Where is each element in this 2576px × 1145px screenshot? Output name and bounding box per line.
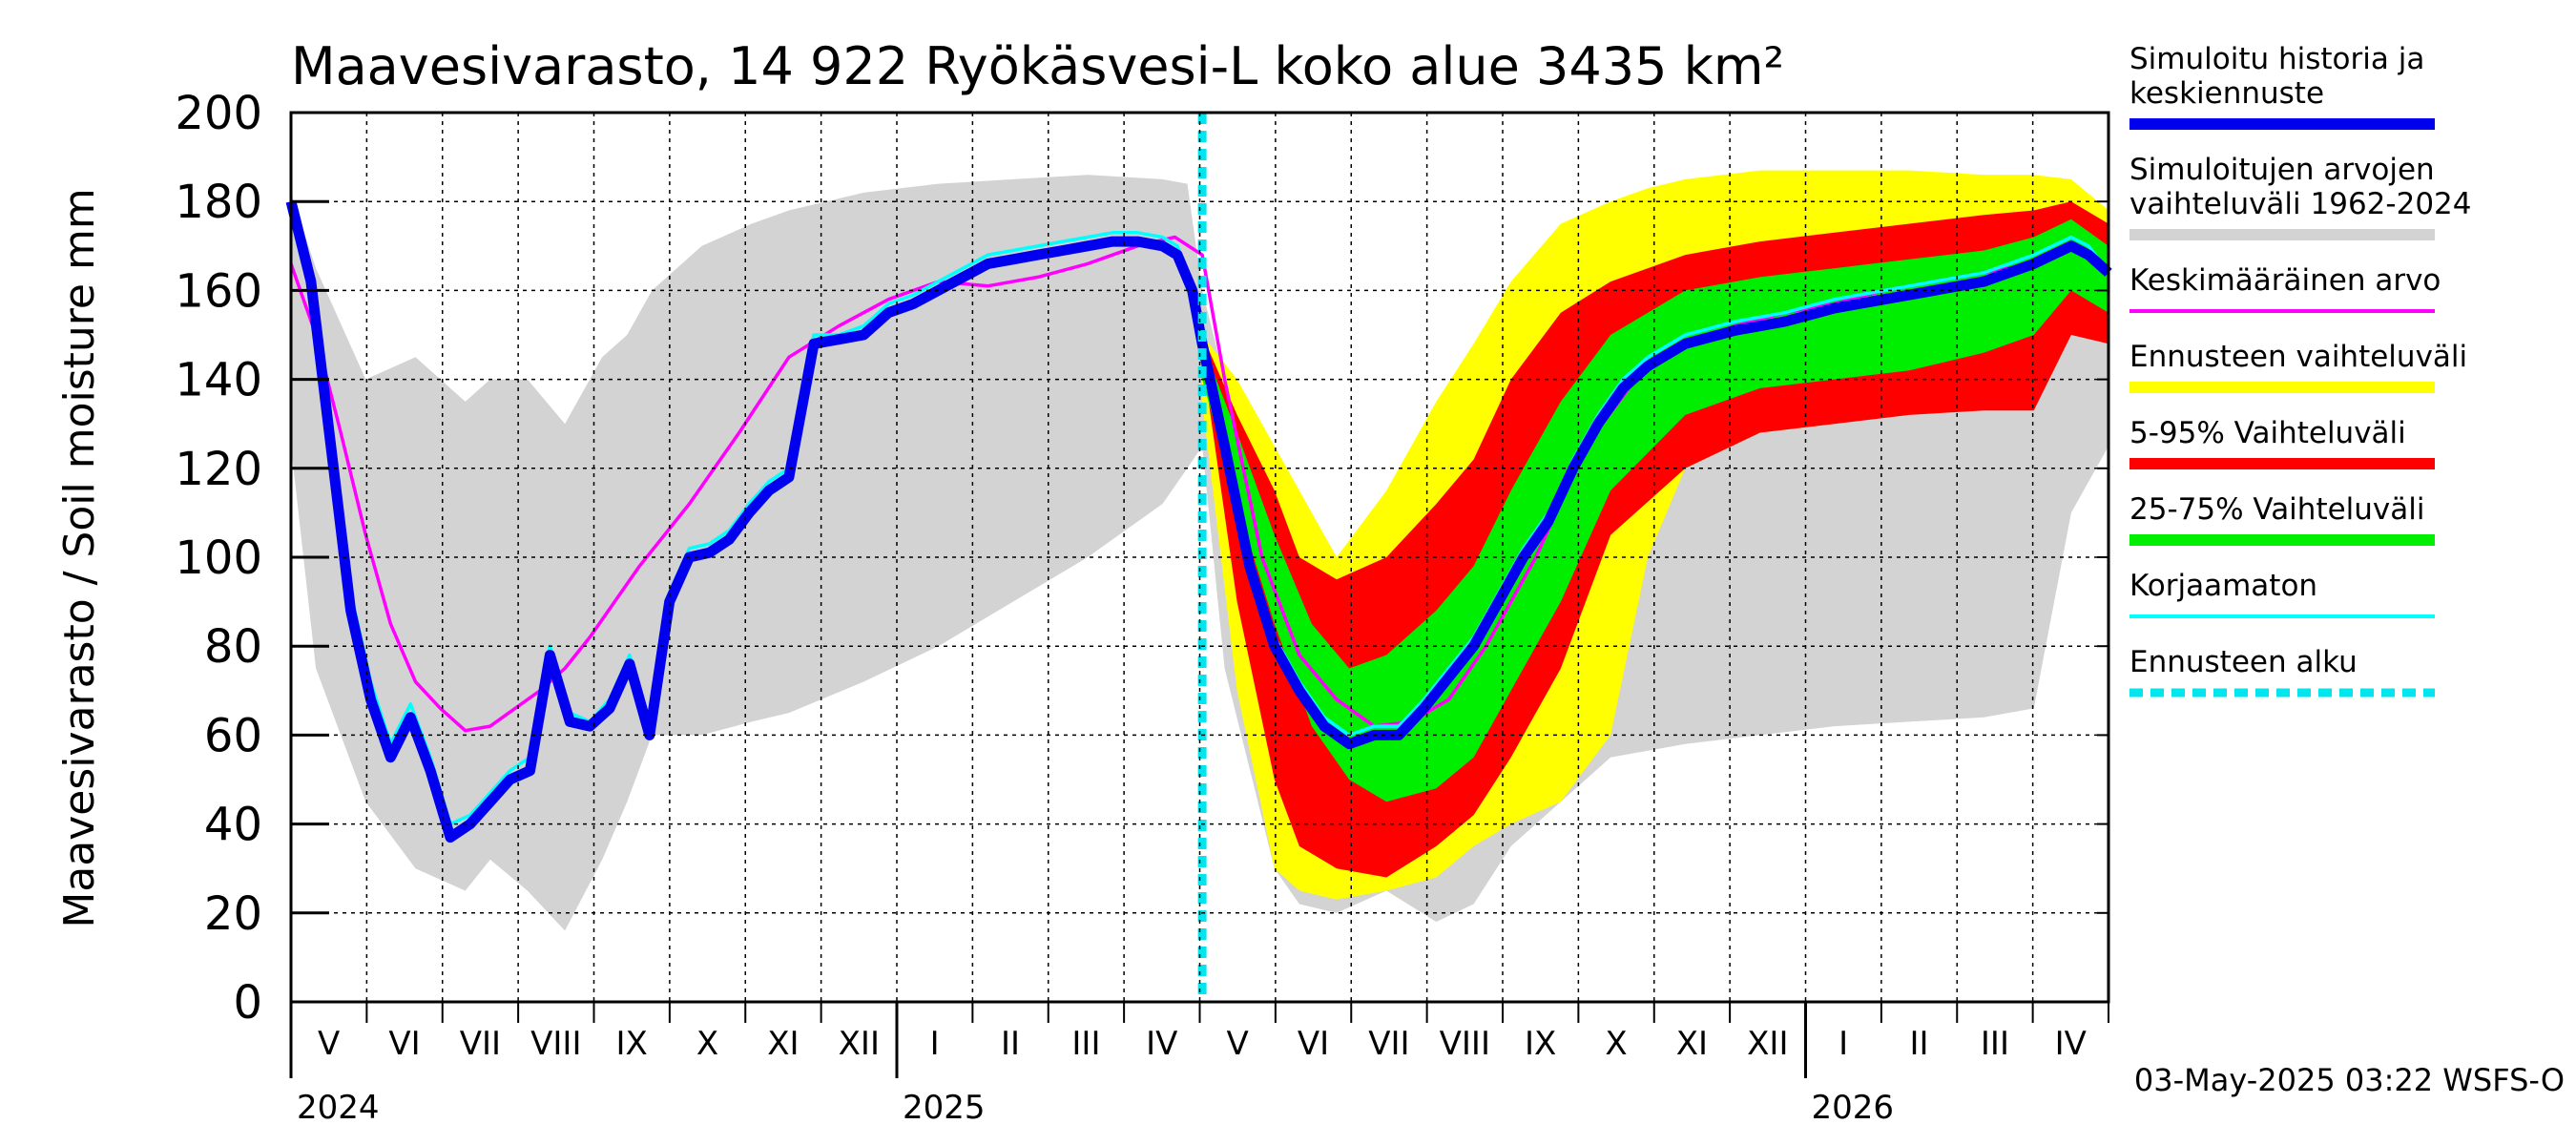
y-tick-label: 20 xyxy=(204,887,262,941)
legend-label-mean: Keskimääräinen arvo xyxy=(2129,263,2441,298)
x-month-label: X xyxy=(696,1025,718,1063)
x-year-label: 2026 xyxy=(1812,1089,1895,1127)
x-month-label: II xyxy=(1910,1025,1929,1063)
legend-label-p75: 25-75% Vaihteluväli xyxy=(2129,492,2425,527)
y-tick-label: 60 xyxy=(204,709,262,762)
x-month-label: X xyxy=(1605,1025,1627,1063)
line-simuloitu-historia-ja-keskiennuste xyxy=(285,199,2112,843)
x-month-label: IX xyxy=(616,1025,648,1063)
legend-label-unc: Korjaamaton xyxy=(2129,569,2317,603)
y-tick-label: 160 xyxy=(175,264,262,318)
x-month-label: VI xyxy=(1298,1025,1329,1063)
x-month-label: VII xyxy=(1368,1025,1409,1063)
legend-label-sim: keskiennuste xyxy=(2129,76,2324,111)
x-month-label: IV xyxy=(2055,1025,2087,1063)
x-month-label: II xyxy=(1001,1025,1020,1063)
y-tick-label: 140 xyxy=(175,354,262,407)
x-month-label: IX xyxy=(1525,1025,1556,1063)
x-year-label: 2025 xyxy=(903,1089,986,1127)
x-month-label: VIII xyxy=(1440,1025,1490,1063)
legend-label-fc: Ennusteen vaihteluväli xyxy=(2129,340,2467,374)
x-month-label: IV xyxy=(1146,1025,1177,1063)
x-month-label: I xyxy=(930,1025,940,1063)
x-month-label: XII xyxy=(839,1025,880,1063)
y-tick-label: 120 xyxy=(175,443,262,496)
y-tick-label: 100 xyxy=(175,531,262,585)
y-tick-label: 40 xyxy=(204,799,262,852)
x-month-label: XI xyxy=(767,1025,799,1063)
legend-label-start: Ennusteen alku xyxy=(2129,645,2358,679)
x-month-label: XII xyxy=(1747,1025,1788,1063)
x-month-label: V xyxy=(318,1025,340,1063)
legend-label-sim: Simuloitu historia ja xyxy=(2129,42,2424,76)
y-tick-label: 180 xyxy=(175,176,262,229)
y-tick-label: 0 xyxy=(233,976,262,1030)
chart-title: Maavesivarasto, 14 922 Ryökäsvesi-L koko… xyxy=(291,36,1784,96)
x-month-label: VI xyxy=(388,1025,420,1063)
y-axis-label: Maavesivarasto / Soil moisture mm xyxy=(55,188,104,927)
legend-label-hist: Simuloitujen arvojen xyxy=(2129,153,2435,187)
timestamp-label: 03-May-2025 03:22 WSFS-O xyxy=(2134,1062,2565,1098)
x-year-label: 2024 xyxy=(297,1089,380,1127)
x-month-label: XI xyxy=(1676,1025,1708,1063)
x-month-label: VII xyxy=(460,1025,501,1063)
legend-label-hist: vaihteluväli 1962-2024 xyxy=(2129,187,2471,221)
x-month-label: III xyxy=(1981,1025,2009,1063)
legend-label-p95: 5-95% Vaihteluväli xyxy=(2129,416,2406,450)
x-month-label: V xyxy=(1227,1025,1249,1063)
x-month-label: VIII xyxy=(530,1025,581,1063)
y-tick-label: 200 xyxy=(175,87,262,140)
x-month-label: III xyxy=(1071,1025,1100,1063)
y-tick-label: 80 xyxy=(204,620,262,674)
x-month-label: I xyxy=(1839,1025,1848,1063)
